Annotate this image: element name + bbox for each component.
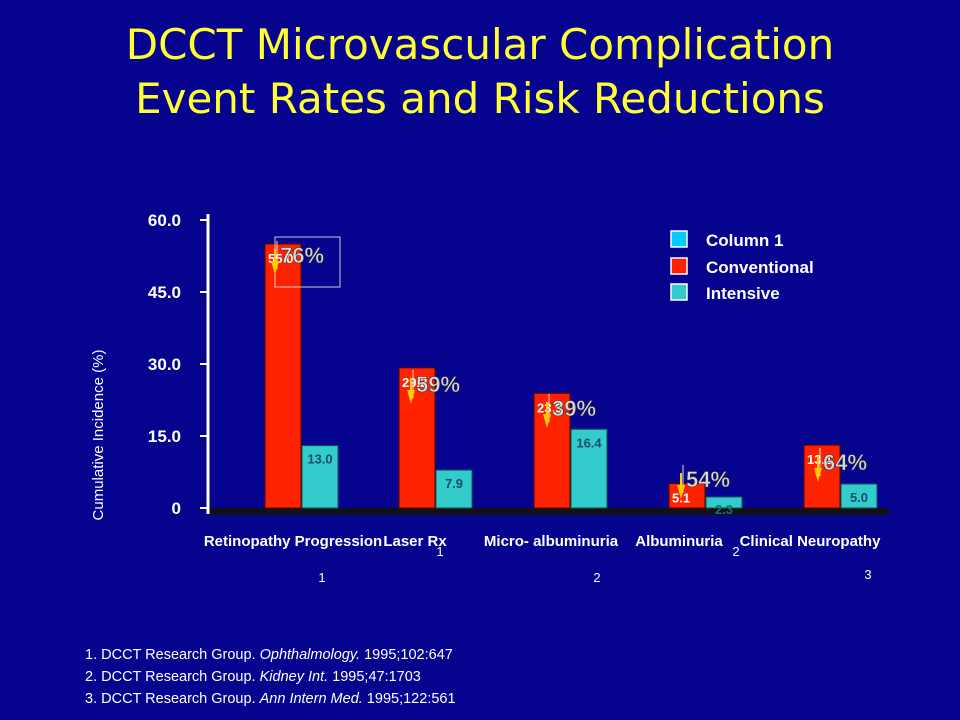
down-arrow-icon bbox=[677, 485, 685, 499]
data-label-intensive: 5.0 bbox=[850, 490, 868, 505]
y-tick-label: 45.0 bbox=[148, 283, 181, 302]
category-label: Laser Rx bbox=[383, 533, 447, 550]
data-label-intensive: 13.0 bbox=[307, 452, 332, 467]
plot-area: 60.045.030.015.0055.013.029.27.923.916.4… bbox=[148, 211, 888, 585]
data-label-conventional: 29.2 bbox=[402, 375, 427, 390]
reference-1: 1. DCCT Research Group. Ophthalmology. 1… bbox=[85, 647, 453, 663]
y-tick-label: 30.0 bbox=[148, 355, 181, 374]
data-label-intensive: 2.3 bbox=[715, 502, 733, 517]
footnote-marker: 1 bbox=[436, 544, 443, 559]
y-tick-label: 60.0 bbox=[148, 211, 181, 230]
footnote-marker: 2 bbox=[593, 570, 600, 585]
category-label: Retinopathy Progression bbox=[204, 533, 382, 550]
slide-title: DCCT Microvascular Complication Event Ra… bbox=[0, 18, 960, 126]
footnote-marker: 1 bbox=[318, 570, 325, 585]
risk-reduction-label: 76% bbox=[280, 243, 324, 268]
references: 1. DCCT Research Group. Ophthalmology. 1… bbox=[85, 644, 456, 710]
bar-conventional bbox=[264, 243, 302, 509]
title-line-1: DCCT Microvascular Complication bbox=[125, 20, 835, 69]
footnote-marker: 3 bbox=[864, 567, 871, 582]
data-label-intensive: 16.4 bbox=[576, 435, 602, 450]
bar-conventional bbox=[398, 367, 436, 509]
bar-intensive bbox=[301, 445, 339, 509]
title-line-2: Event Rates and Risk Reductions bbox=[135, 74, 825, 123]
legend-swatch bbox=[670, 257, 688, 275]
reference-2: 2. DCCT Research Group. Kidney Int. 1995… bbox=[85, 669, 421, 685]
y-tick-label: 0 bbox=[172, 499, 181, 518]
data-label-conventional: 23.9 bbox=[537, 400, 562, 415]
y-axis-label: Cumulative Incidence (%) bbox=[90, 350, 107, 521]
down-arrow-icon bbox=[543, 414, 551, 428]
bar-conventional bbox=[533, 392, 571, 509]
bar-conventional bbox=[668, 483, 706, 509]
risk-reduction-label: 59% bbox=[416, 372, 460, 397]
down-arrow-icon bbox=[271, 261, 279, 275]
bar-conventional bbox=[803, 444, 841, 509]
legend-swatch bbox=[670, 283, 688, 301]
plot-floor bbox=[208, 508, 888, 515]
legend-label: Conventional bbox=[706, 258, 814, 277]
legend-label: Intensive bbox=[706, 284, 780, 303]
footnote-marker: 2 bbox=[732, 544, 739, 559]
reference-3: 3. DCCT Research Group. Ann Intern Med. … bbox=[85, 691, 456, 707]
legend-swatch bbox=[670, 230, 688, 248]
risk-reduction-label: 54% bbox=[686, 467, 730, 492]
category-label: Micro- albuminuria bbox=[484, 533, 619, 550]
category-label: Clinical Neuropathy bbox=[740, 533, 882, 550]
y-tick-label: 15.0 bbox=[148, 427, 181, 446]
category-label: Albuminuria bbox=[635, 533, 723, 550]
risk-reduction-label: 64% bbox=[823, 450, 867, 475]
bar-intensive bbox=[840, 483, 878, 509]
bar-intensive bbox=[705, 496, 743, 509]
bar-intensive bbox=[435, 469, 473, 509]
down-arrow-icon bbox=[407, 390, 415, 404]
legend-label: Column 1 bbox=[706, 231, 783, 250]
bar-chart: Cumulative Incidence (%) 60.045.030.015.… bbox=[90, 211, 888, 585]
down-arrow-icon bbox=[814, 468, 822, 482]
risk-reduction-label: 39% bbox=[552, 396, 596, 421]
bar-intensive bbox=[570, 428, 608, 509]
data-label-intensive: 7.9 bbox=[445, 476, 463, 491]
